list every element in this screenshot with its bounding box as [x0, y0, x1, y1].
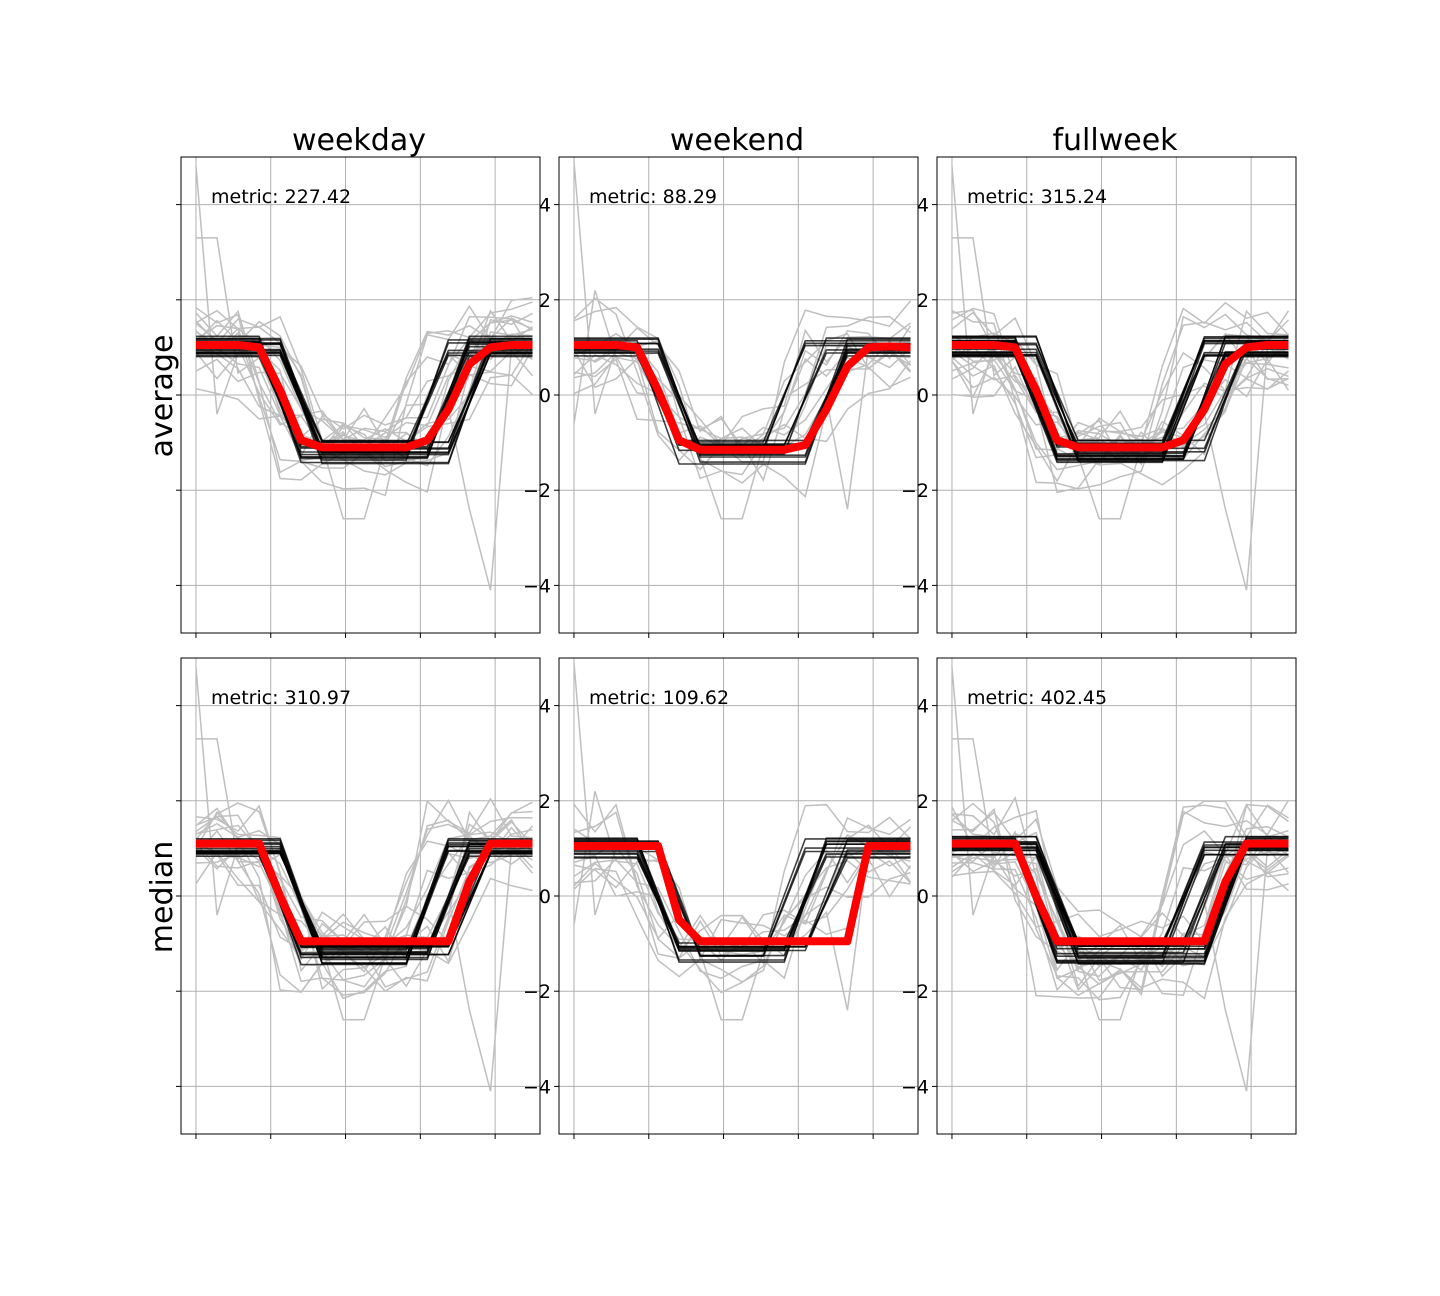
dark-series-line: [574, 840, 911, 957]
column-title-fullweek: fullweek: [1052, 123, 1178, 158]
highlight-line: [196, 341, 533, 452]
dark-series-line: [196, 335, 533, 453]
column-title-weekend: weekend: [670, 123, 804, 158]
panel-median-fullweek: −4 −2 0 2 4 metric: 402.45: [901, 657, 1297, 1139]
highlight-line: [952, 341, 1289, 452]
series-group: [951, 166, 1290, 591]
light-series-line: [195, 315, 533, 443]
highlight-line: [574, 341, 911, 454]
metric-label: metric: 315.24: [967, 186, 1107, 208]
light-series-line: [951, 852, 1289, 944]
panel-average-weekend: −4 −2 0 2 4 metric: 88.29: [523, 156, 919, 638]
panel-median-weekend: −4 −2 0 2 4 metric: 109.62: [523, 657, 919, 1139]
y-tick-label: −4: [901, 575, 929, 597]
light-series-line: [573, 849, 911, 956]
y-tick-label: −4: [523, 575, 551, 597]
y-tick-label: 0: [539, 385, 551, 407]
panel-average-weekday: metric: 227.42: [176, 156, 541, 638]
y-tick-label: −2: [901, 480, 929, 502]
light-series-line: [573, 290, 912, 510]
dark-series-line: [196, 855, 533, 947]
dark-series-line: [196, 341, 533, 464]
y-tick-label: 0: [539, 886, 551, 908]
series-group: [195, 166, 534, 591]
y-tick-label: −4: [523, 1076, 551, 1098]
metric-label: metric: 109.62: [589, 687, 729, 709]
y-tick-label: 4: [539, 195, 551, 217]
light-series-line: [573, 325, 912, 480]
y-tick-label: 4: [917, 195, 929, 217]
y-tick-label: 2: [917, 791, 929, 813]
dark-series-line: [574, 337, 911, 456]
y-tick-label: −2: [901, 981, 929, 1003]
light-series-line: [951, 804, 1289, 991]
panel-average-fullweek: −4 −2 0 2 4 metric: 315.24: [901, 156, 1297, 638]
light-series-line: [195, 818, 534, 988]
metric-label: metric: 227.42: [211, 186, 351, 208]
dark-series-line: [574, 351, 911, 442]
metric-label: metric: 402.45: [967, 687, 1107, 709]
y-tick-label: 0: [917, 385, 929, 407]
light-series-line: [952, 738, 1290, 1092]
light-series-line: [573, 306, 911, 456]
dark-series-line: [574, 856, 911, 949]
dark-series-line: [574, 838, 911, 952]
row-label-average: average: [145, 335, 180, 458]
highlight-line: [574, 842, 911, 946]
column-title-weekday: weekday: [292, 123, 426, 158]
metric-label: metric: 88.29: [589, 186, 717, 208]
dark-series-line: [952, 335, 1289, 455]
dark-series-line: [952, 847, 1289, 965]
panel-median-weekday: metric: 310.97: [176, 657, 541, 1139]
light-series-line: [195, 350, 534, 441]
light-series-line: [573, 348, 912, 450]
y-tick-label: −2: [523, 480, 551, 502]
y-tick-label: 4: [917, 696, 929, 718]
light-series-line: [951, 360, 1289, 447]
dark-series-line: [952, 837, 1289, 963]
series-group: [951, 667, 1290, 1092]
row-label-median: median: [145, 841, 180, 953]
dark-series-line: [196, 847, 533, 954]
y-tick-label: 2: [917, 290, 929, 312]
highlight-line: [952, 839, 1289, 946]
light-series-line: [952, 237, 1289, 591]
dark-series-line: [574, 857, 911, 948]
light-series-line: [573, 811, 911, 949]
panels-group: metric: 227.42 −4 −2 0 2 4 metric: 88.29 −4 −2 0 2…: [176, 156, 1297, 1139]
series-group: [573, 161, 912, 520]
series-group: [195, 667, 534, 1092]
light-series-line: [196, 237, 533, 591]
dark-series-line: [196, 339, 533, 461]
dark-series-line: [196, 852, 533, 950]
y-tick-label: −2: [523, 981, 551, 1003]
light-series-line: [195, 297, 533, 497]
highlight-line: [196, 839, 533, 946]
y-tick-label: 2: [539, 791, 551, 813]
y-tick-label: −4: [901, 1076, 929, 1098]
metric-label: metric: 310.97: [211, 687, 351, 709]
dark-series-line: [574, 338, 911, 457]
series-group: [573, 662, 912, 1021]
light-series-line: [195, 374, 534, 458]
y-tick-label: 2: [539, 290, 551, 312]
dark-series-line: [196, 849, 533, 951]
y-tick-label: 4: [539, 696, 551, 718]
y-tick-label: 0: [917, 886, 929, 908]
